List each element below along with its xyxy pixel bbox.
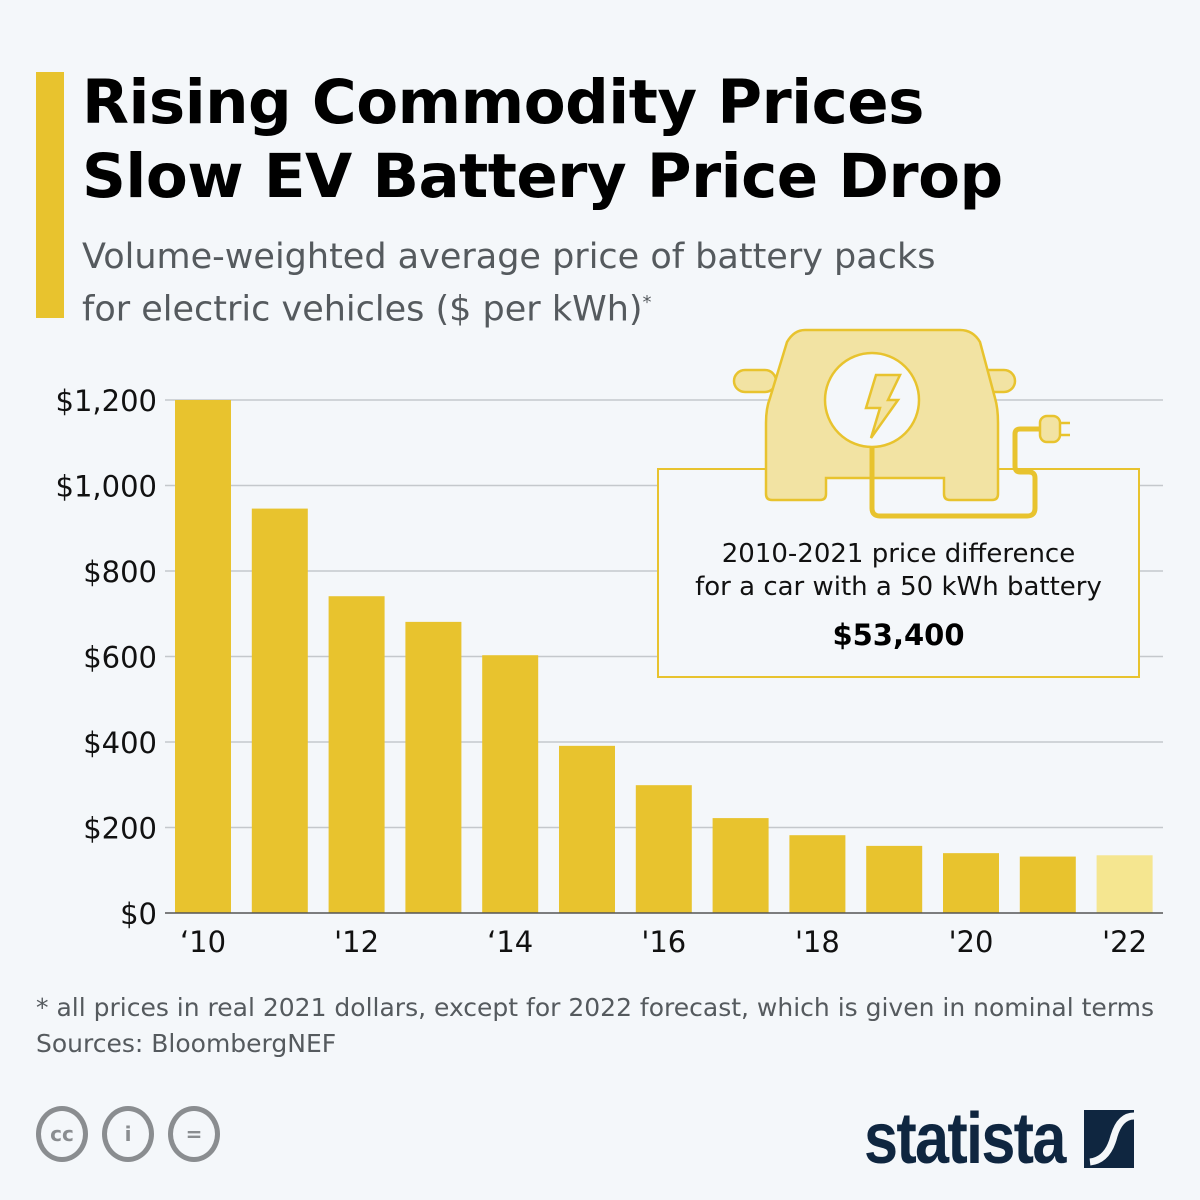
subtitle-line-1: Volume-weighted average price of battery…: [82, 237, 936, 277]
y-tick-label: $0: [120, 897, 157, 931]
y-tick-label: $800: [83, 555, 157, 589]
logo-wordmark: statista: [864, 1099, 1066, 1179]
y-tick-label: $600: [83, 641, 157, 675]
bar-2016: [635, 785, 692, 913]
bar-2013: [405, 621, 462, 913]
chart-title: Rising Commodity Prices Slow EV Battery …: [82, 66, 1003, 214]
subtitle-line-2: for electric vehicles ($ per kWh): [82, 289, 643, 330]
bar-2014: [482, 655, 539, 913]
footnote-mark: *: [642, 292, 652, 313]
y-tick-label: $400: [83, 726, 157, 760]
x-tick-label: ‘10: [180, 925, 226, 959]
footnote: * all prices in real 2021 dollars, excep…: [36, 990, 1154, 1062]
callout-value: $53,400: [832, 618, 965, 652]
y-tick-label: $200: [83, 812, 157, 846]
bar-2018: [789, 835, 846, 913]
x-tick-label: ‘14: [487, 925, 533, 959]
y-tick-label: $1,000: [56, 470, 157, 504]
title-line-2: Slow EV Battery Price Drop: [82, 141, 1003, 212]
x-tick-label: '18: [795, 925, 840, 959]
footnote-text: * all prices in real 2021 dollars, excep…: [36, 993, 1155, 1022]
y-tick-label: $1,200: [56, 384, 157, 418]
electric-car-plug-icon: [732, 328, 1070, 519]
attribution-icon[interactable]: i: [102, 1106, 154, 1162]
source-text: Sources: BloombergNEF: [36, 1029, 337, 1058]
bar-2020: [943, 853, 999, 913]
license-icons[interactable]: cc i =: [36, 1106, 220, 1162]
bar-2010: [175, 400, 231, 913]
bar-2012: [328, 596, 385, 913]
bar-2017: [712, 818, 769, 913]
title-line-1: Rising Commodity Prices: [82, 67, 924, 138]
price-difference-callout: 2010-2021 price difference for a car with…: [657, 468, 1140, 678]
no-derivatives-icon[interactable]: =: [168, 1106, 220, 1162]
bar-2015: [559, 745, 615, 913]
bar-2019: [866, 845, 923, 913]
bar-2022: [1096, 855, 1153, 913]
x-tick-label: '22: [1102, 925, 1147, 959]
statista-logo-icon: [1084, 1110, 1135, 1168]
title-accent-bar: [36, 72, 64, 318]
bar-chart: $0 $200 $400 $600 $800 $1,000 $1,200 ‘10 '12 ‘14 '…: [56, 384, 1163, 959]
bar-2011: [251, 508, 308, 913]
x-tick-label: '16: [641, 925, 686, 959]
callout-line-2: for a car with a 50 kWh battery: [695, 572, 1102, 602]
x-tick-label: '20: [949, 925, 994, 959]
chart-subtitle: Volume-weighted average price of battery…: [82, 234, 935, 333]
x-tick-label: '12: [334, 925, 379, 959]
bar-2021: [1019, 856, 1076, 913]
callout-line-1: 2010-2021 price difference: [721, 539, 1076, 569]
cc-icon[interactable]: cc: [36, 1106, 88, 1162]
statista-logo[interactable]: statista: [864, 1098, 1135, 1180]
